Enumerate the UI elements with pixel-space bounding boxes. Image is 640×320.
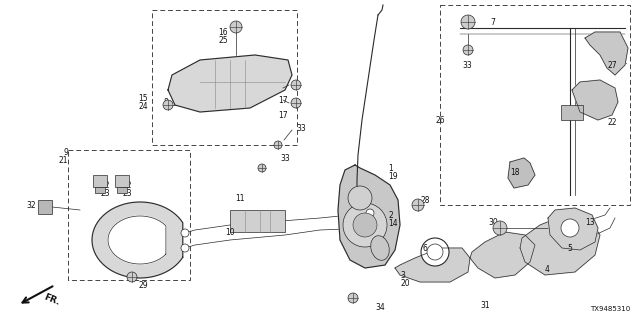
Text: 18: 18 bbox=[510, 167, 520, 177]
Text: 32: 32 bbox=[26, 201, 36, 210]
Text: 30: 30 bbox=[488, 218, 498, 227]
Polygon shape bbox=[585, 32, 628, 75]
Circle shape bbox=[348, 293, 358, 303]
Bar bbox=[152, 10, 297, 145]
Text: 20: 20 bbox=[400, 278, 410, 287]
Text: 10: 10 bbox=[225, 228, 235, 236]
Polygon shape bbox=[508, 158, 535, 188]
Text: 2: 2 bbox=[388, 211, 393, 220]
Text: 33: 33 bbox=[280, 154, 290, 163]
Circle shape bbox=[348, 186, 372, 210]
Circle shape bbox=[461, 15, 475, 29]
Polygon shape bbox=[395, 248, 470, 282]
Polygon shape bbox=[168, 55, 292, 112]
Polygon shape bbox=[338, 165, 400, 268]
Text: 23: 23 bbox=[100, 188, 109, 197]
Circle shape bbox=[258, 164, 266, 172]
Text: 31: 31 bbox=[480, 300, 490, 309]
Circle shape bbox=[163, 100, 173, 110]
Text: 3: 3 bbox=[400, 270, 405, 279]
Text: 15: 15 bbox=[138, 93, 148, 102]
Circle shape bbox=[343, 203, 387, 247]
Circle shape bbox=[127, 272, 137, 282]
Text: 23: 23 bbox=[122, 188, 132, 197]
Text: 34: 34 bbox=[375, 302, 385, 311]
Polygon shape bbox=[92, 202, 183, 278]
Text: 24: 24 bbox=[138, 101, 148, 110]
Text: 12: 12 bbox=[122, 180, 131, 189]
Text: FR.: FR. bbox=[42, 293, 61, 307]
Circle shape bbox=[181, 244, 189, 252]
Polygon shape bbox=[108, 216, 166, 264]
Bar bbox=[561, 105, 583, 120]
Text: 17: 17 bbox=[278, 95, 287, 105]
Circle shape bbox=[230, 21, 242, 33]
Ellipse shape bbox=[371, 236, 389, 260]
Text: 21: 21 bbox=[58, 156, 68, 164]
Text: 33: 33 bbox=[462, 60, 472, 69]
Text: 1: 1 bbox=[388, 164, 393, 172]
Text: 12: 12 bbox=[100, 180, 109, 189]
Circle shape bbox=[291, 98, 301, 108]
Circle shape bbox=[181, 229, 189, 237]
Circle shape bbox=[561, 219, 579, 237]
Text: 7: 7 bbox=[490, 18, 495, 27]
Text: 25: 25 bbox=[218, 36, 228, 44]
Bar bbox=[38, 200, 52, 214]
Polygon shape bbox=[572, 80, 618, 120]
Text: 4: 4 bbox=[545, 266, 550, 275]
Text: 6: 6 bbox=[422, 244, 427, 252]
Bar bbox=[230, 210, 285, 232]
Circle shape bbox=[274, 141, 282, 149]
Circle shape bbox=[412, 199, 424, 211]
Text: 33: 33 bbox=[296, 124, 306, 132]
Circle shape bbox=[493, 221, 507, 235]
Text: 14: 14 bbox=[388, 219, 397, 228]
Circle shape bbox=[427, 244, 443, 260]
Bar bbox=[95, 187, 105, 193]
Text: 11: 11 bbox=[235, 194, 244, 203]
Circle shape bbox=[463, 45, 473, 55]
Circle shape bbox=[353, 213, 377, 237]
Circle shape bbox=[291, 80, 301, 90]
Text: 17: 17 bbox=[278, 110, 287, 119]
Text: 29: 29 bbox=[138, 281, 148, 290]
Bar bbox=[93, 175, 107, 187]
Text: 8: 8 bbox=[163, 98, 168, 107]
Polygon shape bbox=[520, 215, 600, 275]
Bar bbox=[115, 175, 129, 187]
Text: 26: 26 bbox=[435, 116, 445, 124]
Circle shape bbox=[366, 224, 374, 232]
Text: 5: 5 bbox=[567, 244, 572, 252]
Circle shape bbox=[421, 238, 449, 266]
Text: 9: 9 bbox=[63, 148, 68, 156]
Text: 16: 16 bbox=[218, 28, 228, 36]
Text: 27: 27 bbox=[608, 60, 618, 69]
Text: TX9485310: TX9485310 bbox=[589, 306, 630, 312]
Bar bbox=[117, 187, 127, 193]
Text: 19: 19 bbox=[388, 172, 397, 180]
Polygon shape bbox=[470, 232, 535, 278]
Bar bbox=[440, 5, 630, 205]
Text: 28: 28 bbox=[420, 196, 429, 204]
Text: 22: 22 bbox=[608, 117, 618, 126]
Text: 13: 13 bbox=[585, 218, 595, 227]
Bar bbox=[68, 150, 190, 280]
Polygon shape bbox=[548, 208, 598, 250]
Circle shape bbox=[366, 209, 374, 217]
